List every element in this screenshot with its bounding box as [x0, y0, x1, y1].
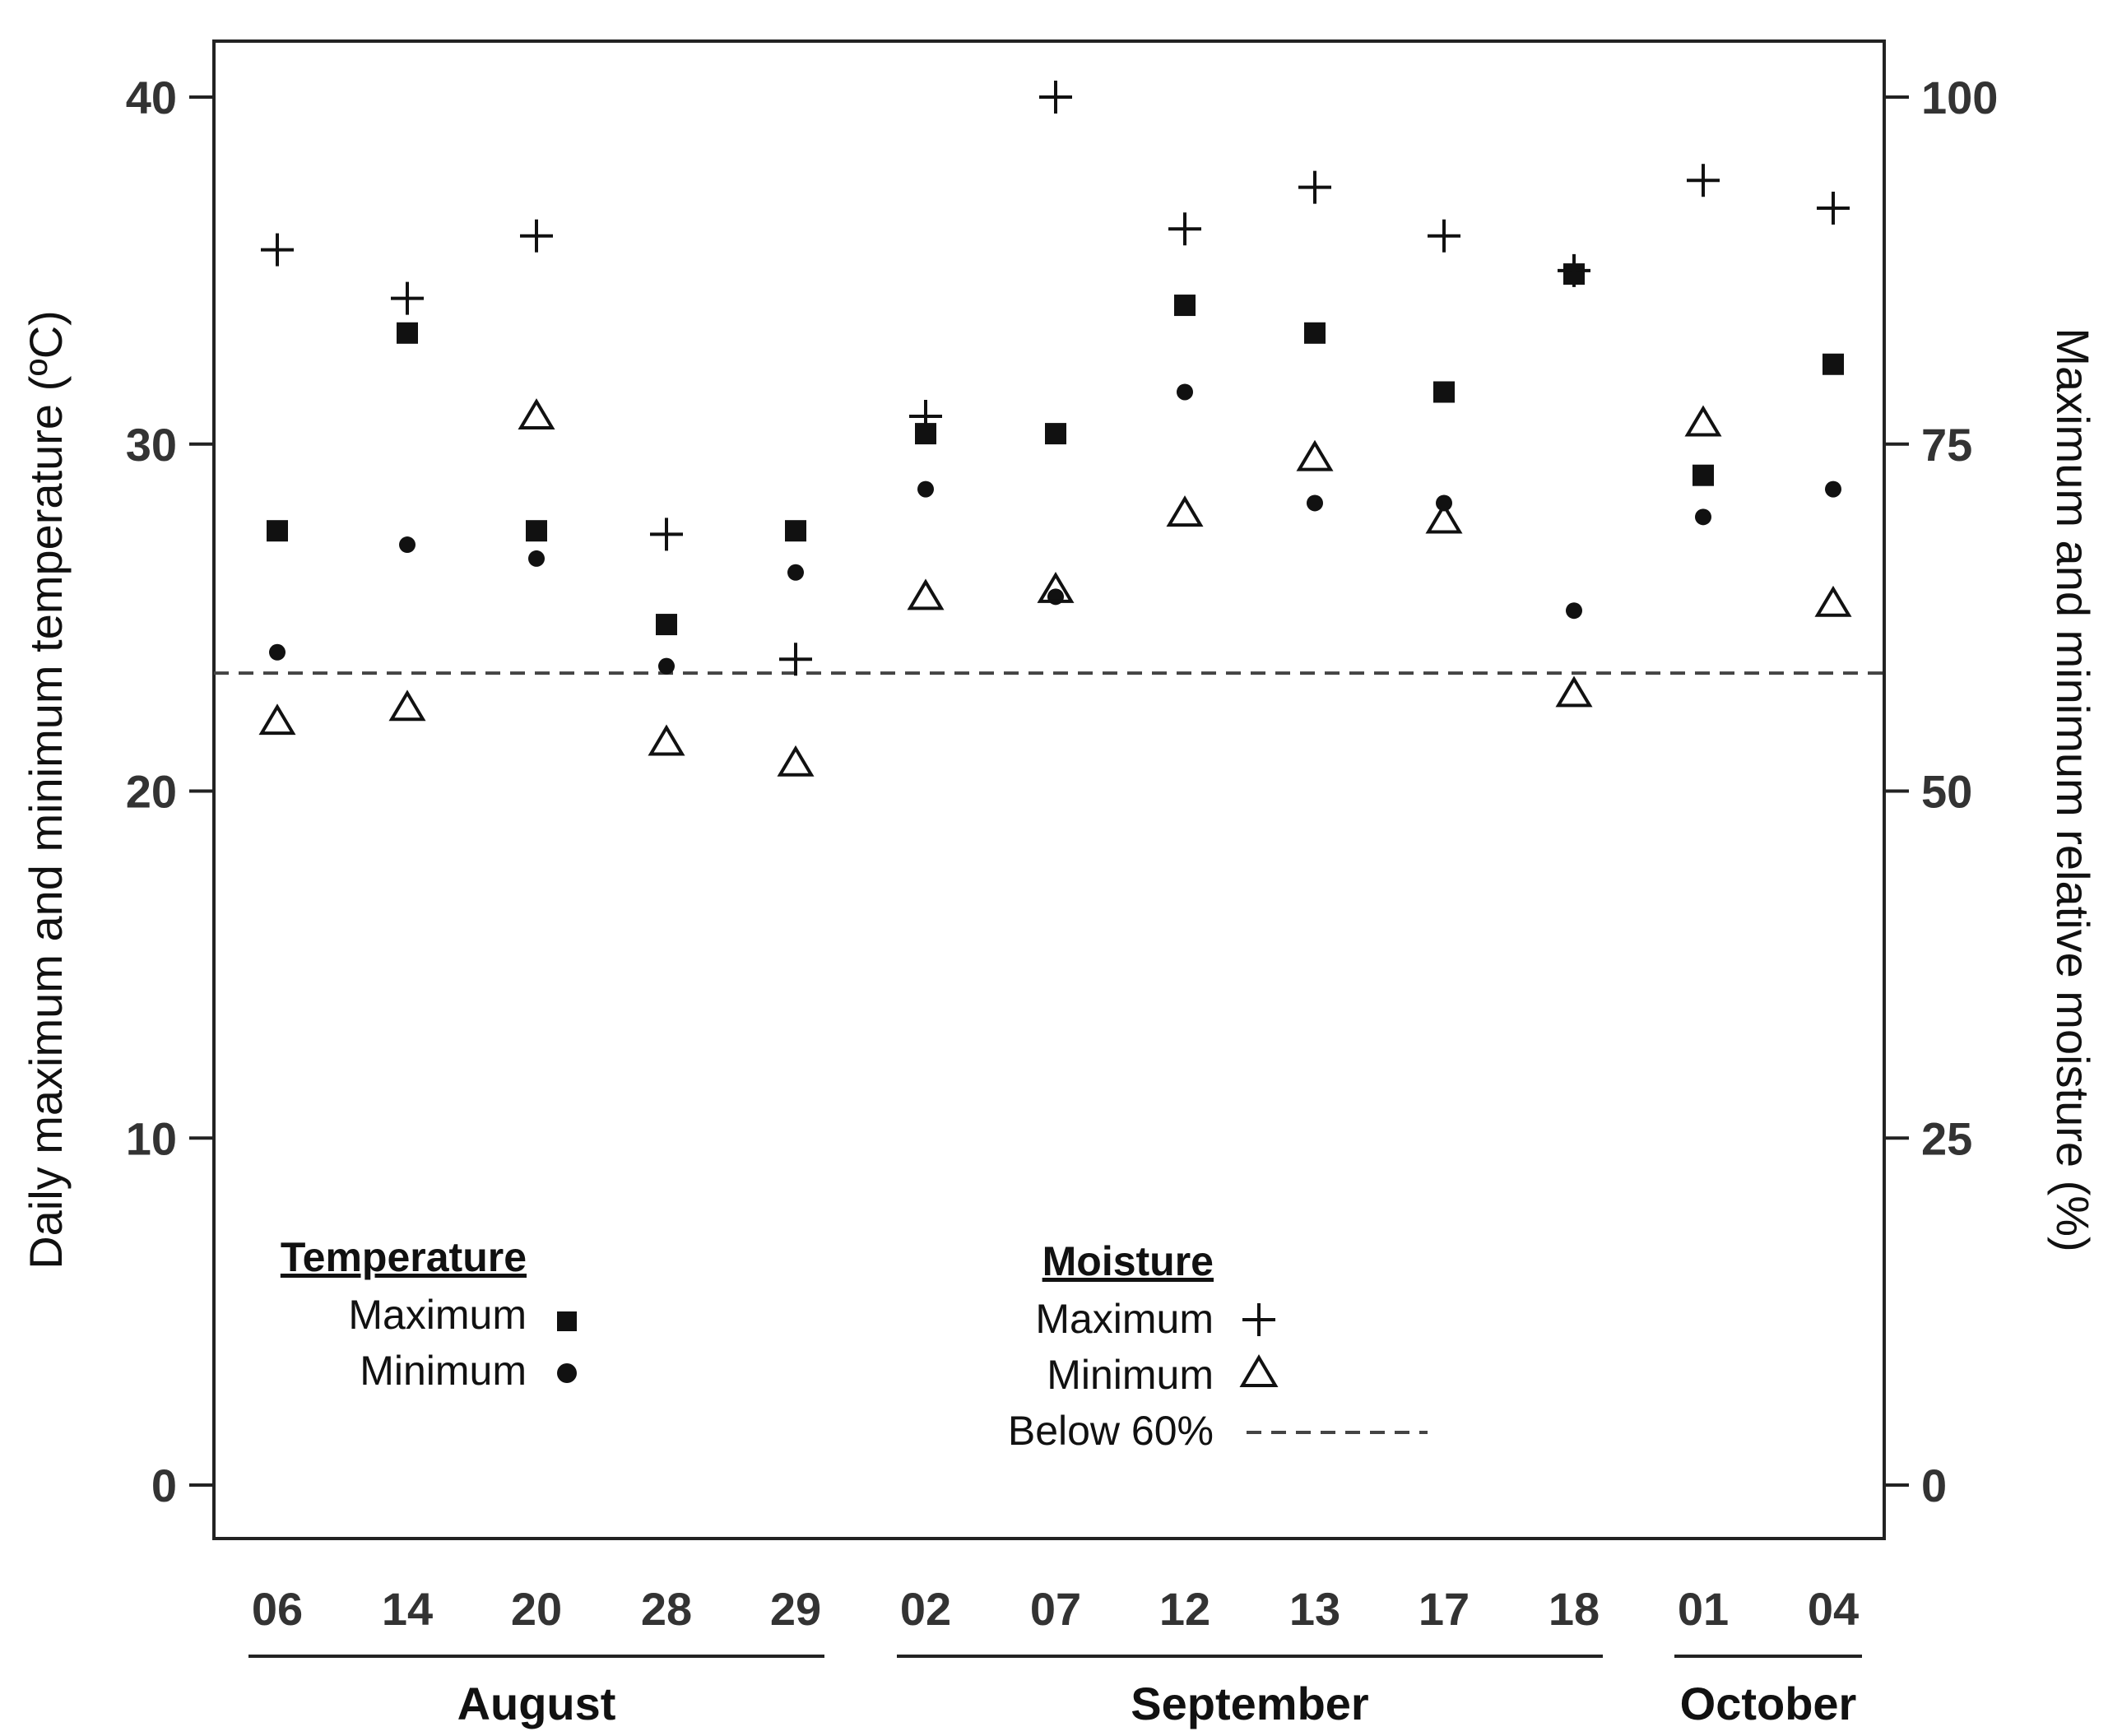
y-right-axis-title: Maximum and minimum relative moisture (%…	[2047, 327, 2099, 1251]
moisture-max-point	[1428, 219, 1460, 253]
x-axis: 06 14 20 28 29 02 07 12 13 17 18 01 04 August Septembe…	[248, 1583, 1862, 1729]
moisture-max-point	[1168, 212, 1201, 246]
moisture-min-point	[1037, 571, 1075, 603]
moisture-max-point	[391, 281, 424, 315]
y-left-tick-label: 0	[151, 1460, 177, 1511]
y-left-axis: 0 10 20 30 40	[126, 72, 214, 1511]
temp-min-point	[1566, 602, 1582, 620]
x-category-label: 14	[382, 1583, 433, 1635]
moisture-max-point	[1817, 191, 1850, 225]
legend-circle-marker	[557, 1363, 577, 1383]
x-category-label: 13	[1289, 1583, 1340, 1635]
legend-below-label: Below 60%	[1008, 1408, 1214, 1454]
temp-min-point	[1825, 480, 1841, 498]
moisture-min-point	[1814, 585, 1852, 617]
moisture-max-point	[1039, 81, 1072, 114]
legend-temperature-max-label: Maximum	[348, 1292, 527, 1338]
temp-max-point	[1304, 322, 1326, 344]
y-left-tick-label: 30	[126, 419, 177, 471]
moisture-min-point	[1296, 439, 1334, 471]
month-label: September	[1131, 1678, 1368, 1729]
x-category-label: 12	[1159, 1583, 1210, 1635]
y-left-axis-title: Daily maximum and minimum temperature (º…	[20, 310, 72, 1270]
x-category-label: 17	[1419, 1583, 1470, 1635]
moisture-max-point	[261, 233, 294, 267]
data-marks	[258, 81, 1852, 777]
moisture-max-point	[1687, 164, 1720, 197]
moisture-min-point	[258, 703, 296, 736]
x-category-label: 02	[900, 1583, 951, 1635]
temp-max-point	[1045, 423, 1066, 445]
legend-temperature-min-label: Minimum	[360, 1348, 527, 1394]
y-left-tick-label: 20	[126, 766, 177, 818]
month-label: August	[457, 1678, 616, 1729]
temp-max-point	[397, 322, 418, 344]
temp-min-point	[1307, 494, 1323, 512]
legend-moisture: Moisture Maximum Minimum Below 60%	[1008, 1238, 1428, 1454]
temp-min-point	[787, 564, 804, 581]
temp-max-point	[267, 520, 288, 542]
moisture-max-point	[779, 643, 812, 676]
legend-temperature: Temperature Maximum Minimum	[281, 1234, 577, 1394]
y-right-tick-label: 75	[1921, 419, 1972, 471]
moisture-max-point	[1558, 253, 1590, 287]
x-category-label: 06	[252, 1583, 303, 1635]
x-category-label: 28	[641, 1583, 692, 1635]
legend-plus-marker	[1242, 1303, 1275, 1336]
temp-min-point	[528, 550, 545, 567]
legend-moisture-min-label: Minimum	[1047, 1352, 1214, 1398]
moisture-max-point	[909, 400, 942, 434]
y-right-tick-label: 50	[1921, 766, 1972, 818]
temp-max-point	[1692, 464, 1714, 486]
legend-triangle-marker	[1239, 1354, 1279, 1387]
legend-moisture-title: Moisture	[1042, 1238, 1214, 1284]
temp-min-point	[1695, 508, 1711, 526]
x-category-label: 18	[1549, 1583, 1600, 1635]
y-right-axis: 0 25 50 75 100	[1884, 72, 1998, 1511]
x-category-label: 04	[1808, 1583, 1859, 1635]
temp-max-point	[656, 614, 677, 636]
month-label: October	[1680, 1678, 1857, 1729]
temp-min-point	[269, 643, 286, 661]
y-left-tick-label: 40	[126, 72, 177, 123]
y-right-tick-label: 0	[1921, 1460, 1947, 1511]
y-right-tick-label: 100	[1921, 72, 1998, 123]
y-left-tick-label: 10	[126, 1112, 177, 1164]
legend-moisture-max-label: Maximum	[1035, 1296, 1214, 1342]
x-category-label: 07	[1030, 1583, 1081, 1635]
temp-max-point	[526, 520, 547, 542]
temp-max-point	[1174, 295, 1196, 317]
moisture-min-point	[518, 398, 555, 430]
moisture-min-point	[1555, 675, 1593, 708]
temp-min-point	[917, 480, 934, 498]
legend-temperature-title: Temperature	[281, 1234, 527, 1280]
legend-square-marker	[557, 1311, 577, 1331]
temp-min-point	[658, 657, 675, 675]
moisture-min-point	[777, 745, 815, 777]
x-category-label: 20	[511, 1583, 562, 1635]
moisture-min-point	[1684, 405, 1722, 437]
temp-min-point	[399, 536, 416, 554]
moisture-min-point	[1166, 495, 1204, 527]
temp-max-point	[1433, 381, 1455, 403]
temp-max-point	[1823, 353, 1844, 375]
moisture-min-point	[648, 724, 685, 756]
moisture-max-point	[1298, 170, 1331, 204]
moisture-min-point	[907, 578, 945, 610]
x-category-label: 29	[770, 1583, 821, 1635]
x-category-label: 01	[1678, 1583, 1729, 1635]
moisture-min-point	[388, 689, 426, 722]
moisture-min-point	[1425, 502, 1463, 534]
temp-min-point	[1177, 383, 1193, 401]
moisture-max-point	[650, 518, 683, 551]
y-right-tick-label: 25	[1921, 1112, 1972, 1164]
temp-max-point	[785, 520, 806, 542]
moisture-max-point	[520, 219, 553, 253]
